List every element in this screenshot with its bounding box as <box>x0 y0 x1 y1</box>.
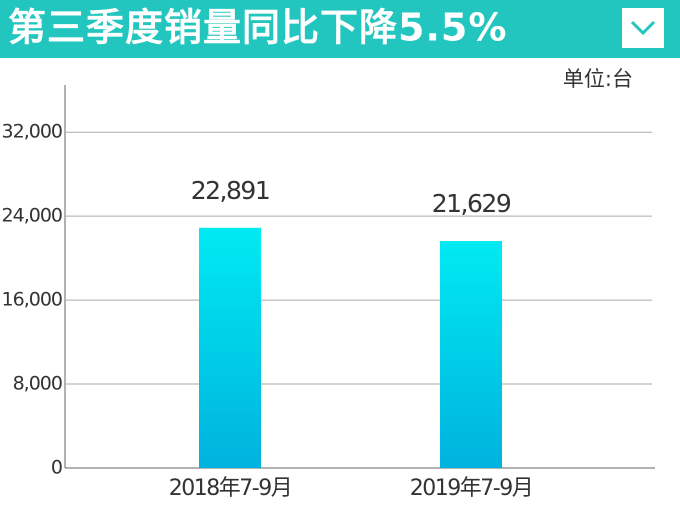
dropdown-button[interactable] <box>622 8 664 48</box>
title-bar <box>0 0 680 58</box>
y-tick-label: 24,000 <box>2 205 62 227</box>
y-tick-label: 8,000 <box>13 373 62 395</box>
x-tick-label: 2019年7-9月 <box>410 476 532 501</box>
value-label: 21,629 <box>432 189 511 218</box>
y-tick-label: 16,000 <box>2 289 62 311</box>
bar <box>440 241 502 468</box>
chart-title: 第三季度销量同比下降5.5% <box>8 6 507 50</box>
y-tick-label: 32,000 <box>2 121 62 143</box>
y-tick-label: 0 <box>51 457 62 479</box>
chevron-icon <box>630 20 656 36</box>
x-tick-label: 2018年7-9月 <box>169 476 291 501</box>
unit-label: 单位:台 <box>563 67 633 91</box>
value-label: 22,891 <box>191 176 269 205</box>
bar <box>199 227 261 468</box>
